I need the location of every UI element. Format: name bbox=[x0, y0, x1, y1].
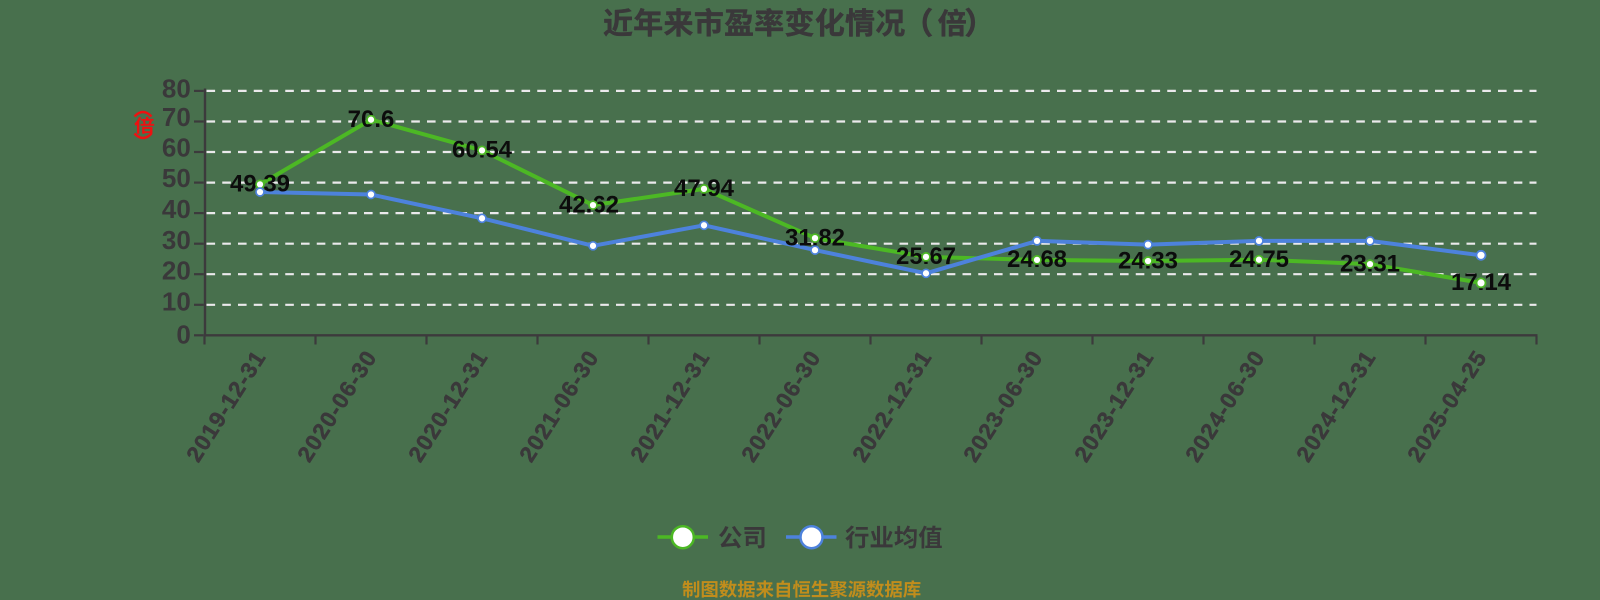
svg-text:60: 60 bbox=[162, 132, 191, 162]
svg-text:0: 0 bbox=[176, 320, 190, 350]
svg-text:2023-06-30: 2023-06-30 bbox=[959, 346, 1048, 467]
svg-text:40: 40 bbox=[162, 194, 191, 224]
svg-text:70: 70 bbox=[162, 102, 191, 132]
svg-text:10: 10 bbox=[162, 287, 191, 317]
svg-text:2024-06-30: 2024-06-30 bbox=[1181, 346, 1270, 467]
svg-text:50: 50 bbox=[162, 163, 191, 193]
svg-text:2022-12-31: 2022-12-31 bbox=[848, 346, 937, 467]
svg-text:2023-12-31: 2023-12-31 bbox=[1070, 346, 1159, 467]
svg-text:2021-12-31: 2021-12-31 bbox=[626, 346, 715, 467]
svg-text:20: 20 bbox=[162, 256, 191, 286]
svg-text:30: 30 bbox=[162, 225, 191, 255]
svg-text:2019-12-31: 2019-12-31 bbox=[182, 346, 271, 467]
svg-text:2024-12-31: 2024-12-31 bbox=[1292, 346, 1381, 467]
svg-text:80: 80 bbox=[162, 73, 191, 103]
svg-text:2020-06-30: 2020-06-30 bbox=[293, 346, 382, 467]
svg-text:2020-12-31: 2020-12-31 bbox=[404, 346, 493, 467]
svg-text:2025-04-25: 2025-04-25 bbox=[1403, 346, 1492, 467]
svg-text:2021-06-30: 2021-06-30 bbox=[515, 346, 604, 467]
svg-text:2022-06-30: 2022-06-30 bbox=[737, 346, 826, 467]
